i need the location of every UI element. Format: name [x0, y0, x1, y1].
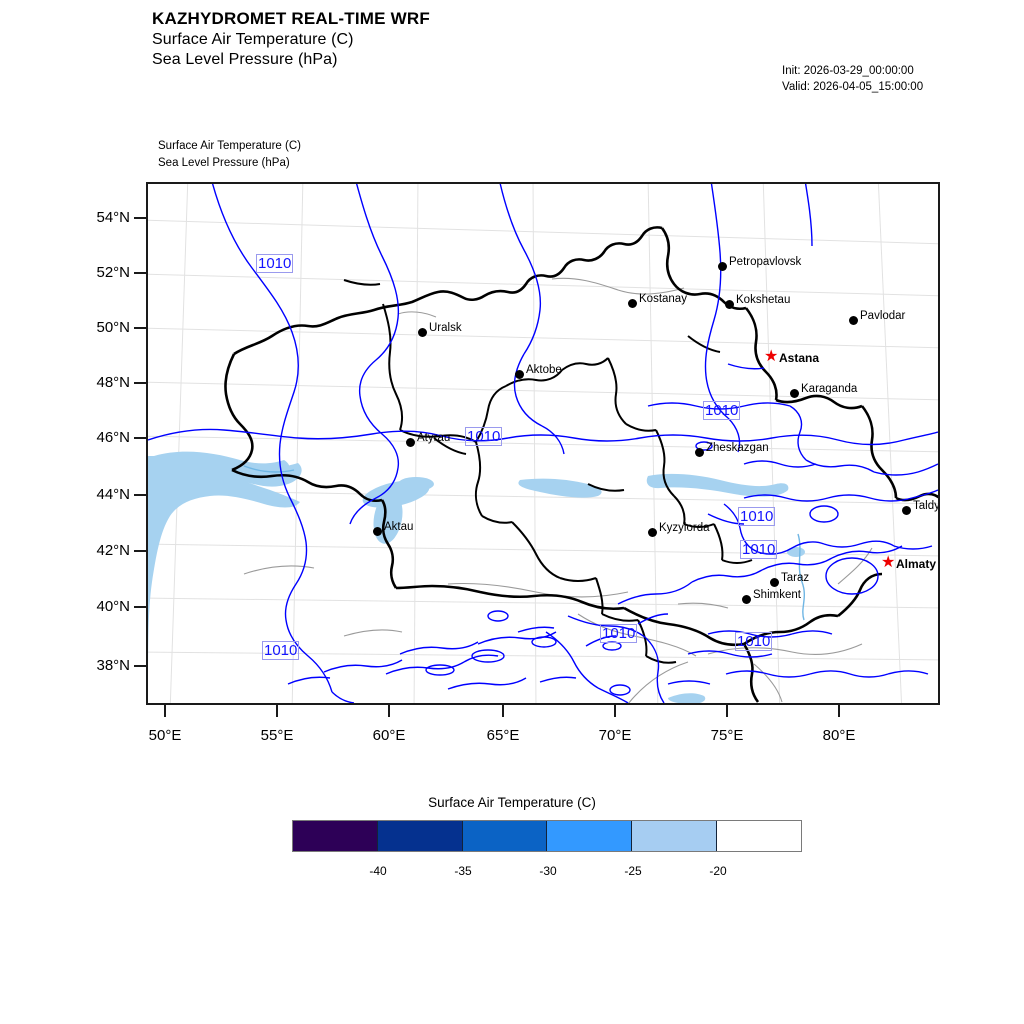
- city-label-taraz: Taraz: [781, 572, 810, 584]
- page-title: KAZHYDROMET REAL-TIME WRF: [152, 9, 430, 28]
- lon-tick-label: 60°E: [372, 727, 406, 744]
- header-subtitle-pressure: Sea Level Pressure (hPa): [152, 51, 338, 69]
- colorbar-segment: [377, 821, 463, 851]
- pressure-label: 1010: [262, 641, 300, 661]
- colorbar: [292, 820, 802, 852]
- colorbar-tick-label: -40: [369, 864, 387, 878]
- city-marker: [902, 506, 911, 515]
- colorbar-tick-label: -25: [624, 864, 642, 878]
- city-label-shimkent: Shimkent: [753, 589, 801, 601]
- lat-tick-label: 52°N: [96, 264, 130, 281]
- city-label-kyzylorda: Kyzylorda: [659, 522, 710, 534]
- lat-tick-label: 54°N: [96, 209, 130, 226]
- lon-tick-label: 50°E: [148, 727, 182, 744]
- colorbar-tick-label: -20: [709, 864, 727, 878]
- pressure-contours: [148, 184, 938, 703]
- lon-tick-label: 65°E: [486, 727, 520, 744]
- colorbar-segment: [717, 821, 801, 851]
- city-label-pavlodar: Pavlodar: [860, 310, 906, 322]
- valid-time: Valid: 2026-04-05_15:00:00: [782, 80, 924, 93]
- lat-tick-label: 48°N: [96, 374, 130, 391]
- lat-tick-label: 40°N: [96, 598, 130, 615]
- city-marker: [770, 578, 779, 587]
- city-marker: [418, 328, 427, 337]
- city-label-taldykorgan: Taldykorgan: [913, 500, 940, 512]
- map-plot-area: Petropavlovsk Kostanay Kokshetau Pavloda…: [146, 182, 940, 705]
- lon-tick-label: 70°E: [598, 727, 632, 744]
- pressure-label: 1010: [465, 427, 503, 447]
- neighbor-borders: [243, 277, 873, 703]
- capital-star-almaty: ★: [881, 554, 896, 571]
- panel-label-pressure: Sea Level Pressure (hPa): [158, 156, 290, 169]
- forecast-timestamps: Init: 2026-03-29_00:00:00 Valid: 2026-04…: [782, 64, 923, 95]
- colorbar-segment: [547, 821, 633, 851]
- city-marker: [849, 316, 858, 325]
- city-marker: [648, 528, 657, 537]
- lon-tick-label: 55°E: [260, 727, 294, 744]
- pressure-label: 1010: [703, 401, 741, 421]
- pressure-label: 1010: [740, 540, 778, 560]
- lon-tick-label: 75°E: [710, 727, 744, 744]
- kazakhstan-border: [224, 226, 938, 703]
- rivers: [243, 465, 805, 621]
- city-label-aktobe: Aktobe: [526, 364, 562, 376]
- init-time: Init: 2026-03-29_00:00:00: [782, 65, 914, 77]
- colorbar-segment: [462, 821, 548, 851]
- city-marker: [742, 595, 751, 604]
- city-label-astana: Astana: [779, 351, 820, 365]
- colorbar-tick-label: -35: [454, 864, 472, 878]
- colorbar-segment: [632, 821, 718, 851]
- header-title-block: KAZHYDROMET REAL-TIME WRF Surface Air Te…: [152, 8, 430, 71]
- city-marker: [628, 299, 637, 308]
- lat-tick-label: 42°N: [96, 542, 130, 559]
- lat-tick-label: 38°N: [96, 657, 130, 674]
- city-label-almaty: Almaty: [896, 557, 937, 571]
- city-label-aktau: Aktau: [384, 521, 414, 533]
- city-marker: [515, 370, 524, 379]
- lat-tick-label: 44°N: [96, 486, 130, 503]
- header-subtitle-temperature: Surface Air Temperature (C): [152, 30, 354, 48]
- panel-label-temperature: Surface Air Temperature (C): [158, 140, 301, 152]
- city-marker: [406, 438, 415, 447]
- city-label-atyrau: Atyrau: [417, 432, 451, 444]
- pressure-label: 1010: [256, 254, 294, 274]
- city-marker: [718, 262, 727, 271]
- colorbar-tick-label: -30: [539, 864, 557, 878]
- city-marker: [725, 300, 734, 309]
- panel-variable-label: Surface Air Temperature (C) Sea Level Pr…: [158, 138, 301, 171]
- city-label-petropavlovsk: Petropavlovsk: [729, 256, 802, 268]
- lat-tick-label: 50°N: [96, 319, 130, 336]
- city-label-karaganda: Karaganda: [801, 383, 858, 395]
- city-label-zheskazgan: Zheskazgan: [706, 442, 769, 454]
- city-label-kostanay: Kostanay: [639, 293, 687, 305]
- colorbar-segment: [293, 821, 378, 851]
- map-graphic: [148, 184, 938, 703]
- city-marker: [695, 448, 704, 457]
- pressure-label: 1010: [600, 624, 638, 644]
- city-marker: [373, 527, 382, 536]
- colorbar-title: Surface Air Temperature (C): [428, 795, 596, 810]
- lon-tick-label: 80°E: [822, 727, 856, 744]
- capital-star-astana: ★: [764, 348, 779, 365]
- city-label-kokshetau: Kokshetau: [736, 294, 791, 306]
- lat-tick-label: 46°N: [96, 429, 130, 446]
- pressure-label: 1010: [735, 632, 773, 652]
- city-label-uralsk: Uralsk: [429, 322, 462, 334]
- pressure-label: 1010: [738, 507, 776, 527]
- city-marker: [790, 389, 799, 398]
